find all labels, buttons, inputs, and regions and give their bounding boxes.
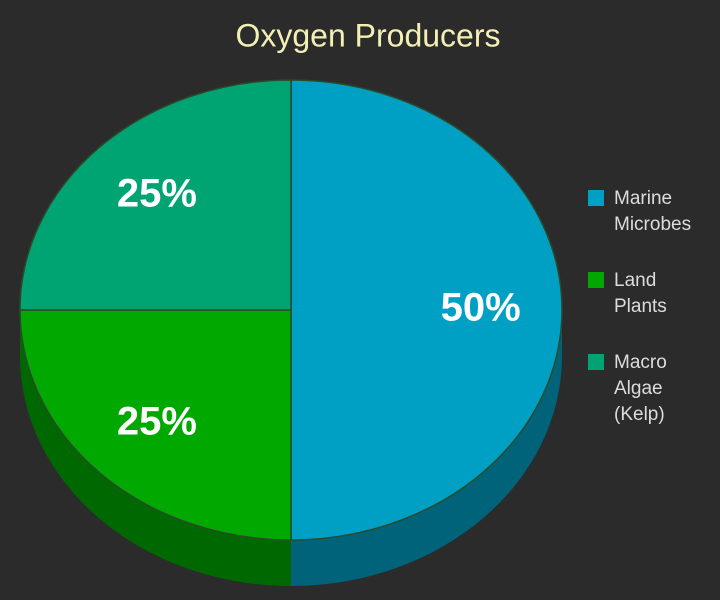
data-label: 50% (441, 286, 521, 330)
legend-swatch (588, 272, 604, 288)
legend-label: Macro Algae (Kelp) (614, 352, 667, 425)
legend-entry: Macro Algae (Kelp) (588, 350, 714, 428)
legend-entry: Land Plants (588, 268, 714, 320)
legend-entry: Marine Microbes (588, 186, 714, 238)
legend-label: Marine Microbes (614, 188, 692, 235)
legend-swatch (588, 190, 604, 206)
slice (19, 309, 292, 541)
slice (290, 79, 563, 541)
slice (19, 79, 292, 311)
legend-swatch (588, 354, 604, 370)
legend-label: Land Plants (614, 270, 667, 317)
chart-title: Oxygen Producers (235, 17, 500, 53)
data-label: 25% (117, 172, 197, 216)
data-label: 25% (117, 399, 197, 443)
